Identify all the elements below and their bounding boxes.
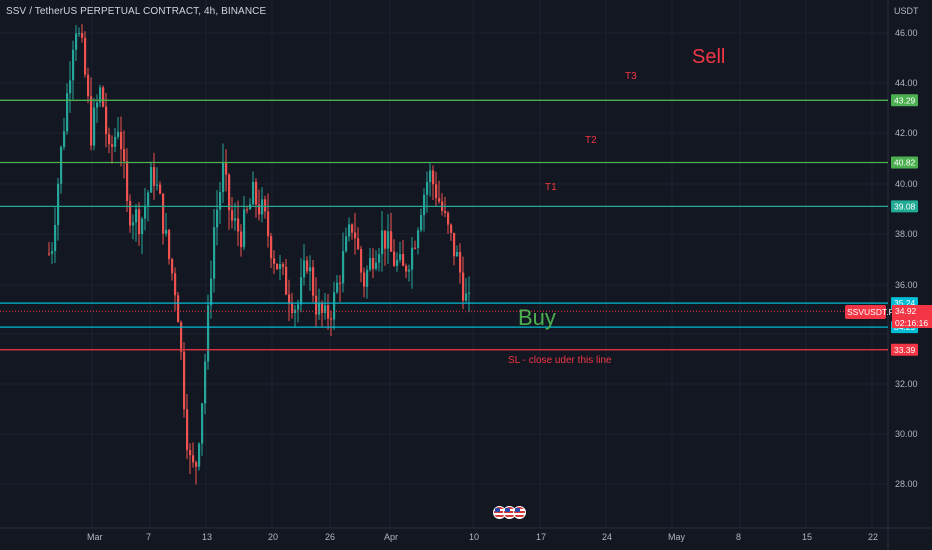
sell-annotation: Sell bbox=[692, 46, 725, 68]
price-tick: 30.00 bbox=[895, 429, 918, 439]
level-price-pill bbox=[891, 200, 918, 213]
time-tick: 24 bbox=[602, 532, 612, 542]
time-tick: 22 bbox=[868, 532, 878, 542]
level-price-pill bbox=[891, 94, 918, 107]
axis-currency: USDT bbox=[894, 6, 919, 16]
price-tick: 28.00 bbox=[895, 479, 918, 489]
horizontal-levels[interactable] bbox=[0, 99, 888, 351]
current-price-badge: SSVUSDT.P 34.92 02:16:16 bbox=[845, 305, 932, 328]
candlestick-series bbox=[48, 24, 471, 485]
current-price-value: 34.92 bbox=[895, 306, 917, 316]
time-tick: 8 bbox=[736, 532, 741, 542]
t1-annotation: T1 bbox=[545, 182, 557, 193]
time-tick: 10 bbox=[469, 532, 479, 542]
time-tick: May bbox=[668, 532, 686, 542]
t2-annotation: T2 bbox=[585, 135, 597, 146]
level-price-text: 33.39 bbox=[894, 345, 916, 355]
time-tick: 7 bbox=[146, 532, 151, 542]
time-tick: Apr bbox=[384, 532, 398, 542]
time-tick: 13 bbox=[202, 532, 212, 542]
time-axis[interactable]: Mar 7 13 20 26 Apr 10 17 24 May 8 15 22 bbox=[87, 532, 878, 542]
chart-title: SSV / TetherUS PERPETUAL CONTRACT, 4h, B… bbox=[6, 6, 267, 17]
stop-loss-annotation: SL - close uder this line bbox=[508, 355, 612, 366]
level-price-pill bbox=[891, 343, 918, 356]
level-price-text: 35.24 bbox=[894, 298, 916, 308]
level-price-pill bbox=[891, 156, 918, 169]
level-price-text: 40.82 bbox=[894, 158, 916, 168]
bar-countdown: 02:16:16 bbox=[895, 318, 928, 328]
time-tick: 17 bbox=[536, 532, 546, 542]
level-price-text: 39.08 bbox=[894, 201, 916, 211]
level-price-text: 43.29 bbox=[894, 95, 916, 105]
symbol-label: SSVUSDT.P bbox=[847, 307, 895, 317]
economic-events[interactable] bbox=[493, 506, 526, 519]
price-tick: 40.00 bbox=[895, 179, 918, 189]
price-axis[interactable]: 46.00 44.00 42.00 40.00 38.00 36.00 32.0… bbox=[895, 28, 918, 489]
price-tick: 38.00 bbox=[895, 229, 918, 239]
t3-annotation: T3 bbox=[625, 71, 637, 82]
price-tick: 32.00 bbox=[895, 379, 918, 389]
price-tick: 46.00 bbox=[895, 28, 918, 38]
time-tick: 15 bbox=[802, 532, 812, 542]
price-tick: 42.00 bbox=[895, 128, 918, 138]
time-tick: Mar bbox=[87, 532, 103, 542]
us-flag-icon[interactable] bbox=[513, 506, 526, 519]
price-tick: 36.00 bbox=[895, 280, 918, 290]
time-tick: 20 bbox=[268, 532, 278, 542]
price-tick: 44.00 bbox=[895, 78, 918, 88]
time-tick: 26 bbox=[325, 532, 335, 542]
buy-annotation: Buy bbox=[518, 305, 556, 330]
